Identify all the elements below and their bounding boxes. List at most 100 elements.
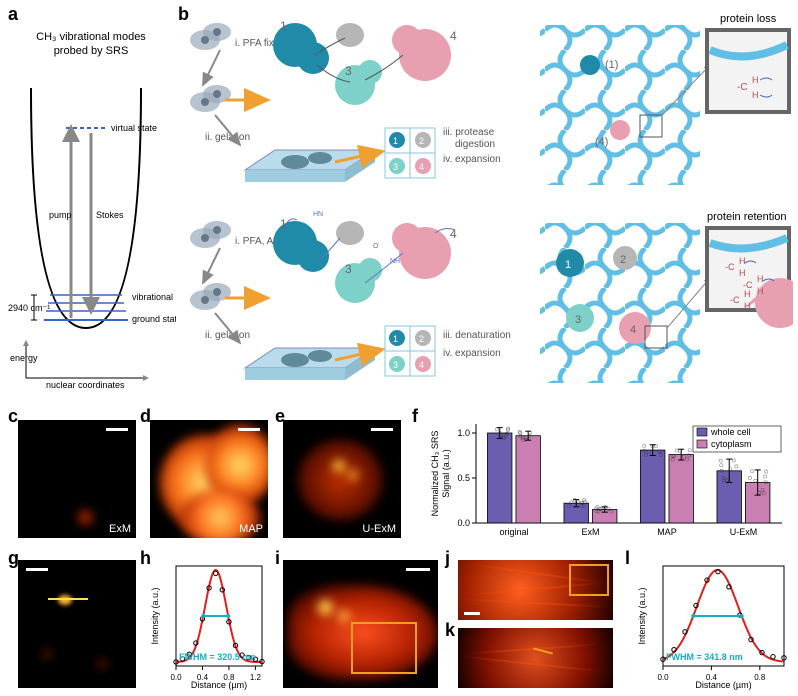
cells-bot-2	[190, 283, 231, 310]
bar-chart-f: 0.00.51.0Normalized CH₃ SRSSignal (a.u.)…	[428, 418, 788, 543]
label-k: k	[445, 620, 455, 641]
x-axis: nuclear coordinates	[46, 380, 125, 388]
cells-top-1	[190, 23, 231, 50]
svg-text:0.5: 0.5	[457, 473, 470, 483]
svg-text:3: 3	[393, 162, 398, 172]
svg-text:O: O	[373, 243, 379, 250]
svg-text:0.8: 0.8	[754, 673, 766, 682]
svg-text:4: 4	[630, 324, 636, 336]
svg-text:iii. protease: iii. protease	[443, 127, 495, 138]
retention-label: protein retention	[707, 211, 787, 223]
svg-text:H: H	[744, 301, 751, 311]
micrograph-e: U-ExM	[283, 420, 401, 538]
svg-text:H: H	[739, 256, 746, 266]
protein-cluster-bot: 1 3 4 HN O NH	[273, 211, 457, 303]
svg-text:1: 1	[565, 259, 571, 271]
svg-text:Distance (µm): Distance (µm)	[191, 680, 247, 690]
svg-text:1.0: 1.0	[457, 428, 470, 438]
plot-l: 0.00.40.8Distance (µm)Intensity (a.u.)FW…	[635, 558, 790, 690]
micrograph-j	[458, 560, 613, 620]
inset-top: -C H H	[707, 30, 789, 112]
svg-text:HN: HN	[313, 211, 323, 218]
svg-text:3: 3	[393, 360, 398, 370]
svg-text:2: 2	[419, 136, 424, 146]
svg-text:U-ExM: U-ExM	[730, 527, 758, 537]
svg-text:1: 1	[393, 136, 398, 146]
result-mesh-top: (1) (4)	[540, 25, 710, 185]
svg-text:cytoplasm: cytoplasm	[711, 439, 752, 449]
svg-text:3: 3	[345, 262, 352, 276]
panel-a: CH₃ vibrational modes probed by SRS virt…	[6, 28, 176, 388]
energy-diagram: CH₃ vibrational modes probed by SRS virt…	[6, 28, 176, 388]
micrograph-g	[18, 560, 136, 688]
label-c: c	[8, 406, 18, 427]
svg-text:(4): (4)	[595, 136, 608, 148]
panel-a-title2: probed by SRS	[54, 45, 129, 57]
svg-text:iii. denaturation: iii. denaturation	[443, 330, 511, 341]
svg-text:MAP: MAP	[657, 527, 677, 537]
panel-a-title1: CH₃ vibrational modes	[36, 31, 146, 43]
loss-label: protein loss	[720, 13, 777, 25]
virtual-label: virtual state	[111, 123, 157, 133]
label-i: i	[275, 548, 280, 569]
vib-label: vibrational states	[132, 292, 176, 302]
svg-text:digestion: digestion	[455, 139, 495, 150]
gel-slab-top	[245, 150, 375, 182]
gel-slab-bot	[245, 348, 375, 380]
svg-text:H: H	[739, 268, 746, 278]
svg-text:FWHM = 320.5 nm: FWHM = 320.5 nm	[179, 652, 256, 662]
svg-text:ii. gelation: ii. gelation	[205, 330, 250, 341]
svg-text:original: original	[499, 527, 528, 537]
svg-text:NH: NH	[390, 258, 400, 265]
cells-top-2	[190, 85, 231, 112]
svg-text:2: 2	[620, 254, 626, 266]
svg-text:whole cell: whole cell	[710, 427, 751, 437]
svg-text:4: 4	[419, 360, 424, 370]
svg-text:4: 4	[450, 29, 457, 43]
svg-text:1: 1	[280, 19, 287, 33]
energy-axis: energy	[10, 353, 38, 363]
svg-text:0.0: 0.0	[657, 673, 669, 682]
svg-text:iv. expansion: iv. expansion	[443, 348, 501, 359]
svg-text:iv. expansion: iv. expansion	[443, 154, 501, 165]
svg-text:0.0: 0.0	[457, 518, 470, 528]
wavenumber: 2940 cm⁻¹	[8, 303, 50, 313]
svg-text:H: H	[752, 75, 759, 85]
svg-text:H: H	[752, 90, 759, 100]
cells-bot-1	[190, 221, 231, 248]
figure-root: a b c d e f g h i j k l CH₃ vibrational …	[0, 0, 798, 696]
svg-text:FWHM = 341.8 nm: FWHM = 341.8 nm	[666, 652, 743, 662]
label-a: a	[8, 4, 18, 25]
label-l: l	[625, 548, 630, 569]
svg-text:1.2: 1.2	[250, 673, 262, 682]
svg-text:-C: -C	[725, 262, 735, 272]
svg-text:H: H	[744, 289, 751, 299]
svg-text:Intensity (a.u.): Intensity (a.u.)	[150, 587, 160, 644]
label-j: j	[445, 548, 450, 569]
ground-label: ground state	[132, 314, 176, 324]
panel-b: i. PFA fixation 1 2 3 4	[185, 10, 793, 400]
svg-text:4: 4	[419, 162, 424, 172]
svg-text:2: 2	[419, 334, 424, 344]
svg-text:Intensity (a.u.): Intensity (a.u.)	[637, 587, 647, 644]
svg-text:3: 3	[575, 314, 581, 326]
result-mesh-bot: 1 2 3 4	[540, 223, 710, 383]
inset-bot: -CHH -CHH -CHH	[707, 228, 793, 328]
stokes-label: Stokes	[96, 210, 124, 220]
svg-text:H: H	[757, 286, 764, 296]
svg-text:ExM: ExM	[581, 527, 599, 537]
svg-text:Distance (µm): Distance (µm)	[695, 680, 751, 690]
svg-text:-C: -C	[730, 295, 740, 305]
grid-square-top: 1 2 3 4	[385, 128, 435, 178]
svg-text:H: H	[757, 274, 764, 284]
svg-text:3: 3	[345, 64, 352, 78]
panel-b-svg: i. PFA fixation 1 2 3 4	[185, 10, 793, 400]
svg-text:1: 1	[393, 334, 398, 344]
micrograph-c: ExM	[18, 420, 136, 538]
pump-label: pump	[49, 210, 72, 220]
svg-text:(1): (1)	[605, 59, 618, 71]
svg-text:-C: -C	[737, 82, 748, 93]
svg-text:0.0: 0.0	[170, 673, 182, 682]
label-f: f	[412, 406, 418, 427]
step-ii-top: ii. gelation	[205, 132, 250, 143]
